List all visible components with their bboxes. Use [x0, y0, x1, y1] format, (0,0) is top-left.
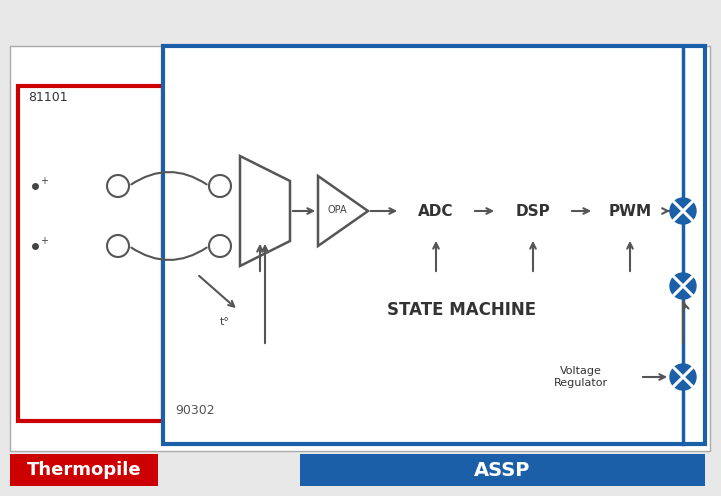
FancyBboxPatch shape [183, 266, 211, 318]
Text: STATE MACHINE: STATE MACHINE [387, 301, 536, 319]
Text: +: + [40, 176, 48, 186]
FancyBboxPatch shape [10, 454, 158, 486]
Text: 81101: 81101 [28, 91, 68, 104]
FancyBboxPatch shape [10, 46, 710, 451]
Text: t°: t° [220, 317, 230, 327]
Text: Voltage
Regulator: Voltage Regulator [554, 366, 608, 388]
FancyBboxPatch shape [594, 183, 666, 238]
Text: 90302: 90302 [175, 404, 215, 417]
FancyBboxPatch shape [522, 351, 640, 403]
FancyBboxPatch shape [300, 454, 705, 486]
FancyBboxPatch shape [238, 274, 686, 346]
FancyBboxPatch shape [163, 46, 705, 444]
Text: ASSP: ASSP [474, 460, 530, 480]
Circle shape [670, 364, 696, 390]
Text: +: + [40, 236, 48, 246]
FancyBboxPatch shape [497, 183, 569, 238]
Text: ADC: ADC [418, 203, 454, 219]
Circle shape [670, 198, 696, 224]
Text: Thermopile: Thermopile [27, 461, 141, 479]
Text: PWM: PWM [609, 203, 652, 219]
FancyBboxPatch shape [400, 183, 472, 238]
FancyBboxPatch shape [18, 86, 163, 421]
Circle shape [670, 273, 696, 299]
Text: DSP: DSP [516, 203, 550, 219]
Text: OPA: OPA [328, 205, 348, 215]
